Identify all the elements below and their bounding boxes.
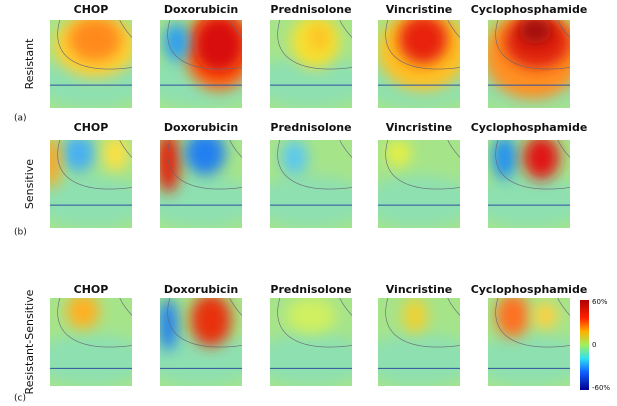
- heatmap-blob: [62, 140, 96, 173]
- heatmap-blob: [68, 20, 122, 62]
- colorbar-min: -60%: [592, 384, 610, 392]
- heatmap-base2: [270, 333, 352, 386]
- colorbar-max: 60%: [592, 298, 608, 306]
- row-label: Sensitive: [23, 159, 36, 209]
- colorbar-mid: 0: [592, 341, 596, 349]
- heatmap-blob: [309, 24, 330, 51]
- drug-title: Doxorubicin: [164, 3, 238, 16]
- heatmap-blob: [281, 140, 308, 176]
- heatmap-blob: [496, 298, 529, 338]
- heatmap-blob: [194, 20, 242, 73]
- heatmap-blob: [66, 298, 100, 329]
- heatmap: [488, 140, 570, 228]
- panel-tag: (c): [14, 394, 26, 404]
- drug-title: Prednisolone: [270, 283, 351, 296]
- drug-title: Vincristine: [386, 121, 453, 134]
- drug-title: Cyclophosphamide: [471, 283, 588, 296]
- drug-title: Prednisolone: [270, 3, 351, 16]
- heatmap-blob: [190, 298, 232, 347]
- heatmap: [270, 140, 352, 228]
- heatmap-blob: [398, 20, 448, 64]
- heatmap-blob: [184, 140, 226, 176]
- heatmap: [488, 298, 570, 386]
- heatmap: [488, 20, 570, 108]
- drug-title: Vincristine: [386, 3, 453, 16]
- panel-tag: (a): [14, 114, 27, 124]
- drug-title: Vincristine: [386, 283, 453, 296]
- heatmap-blob: [163, 22, 190, 62]
- drug-title: Prednisolone: [270, 121, 351, 134]
- heatmap-blob: [519, 20, 552, 44]
- heatmap-base2: [270, 175, 352, 228]
- heatmap-base2: [50, 175, 132, 228]
- heatmap-blob: [533, 302, 558, 329]
- heatmap: [270, 298, 352, 386]
- heatmap-base2: [488, 175, 570, 228]
- heatmap-base2: [50, 333, 132, 386]
- drug-title: CHOP: [74, 283, 109, 296]
- heatmap: [50, 140, 132, 228]
- heatmap-blob: [160, 298, 179, 351]
- heatmap: [50, 298, 132, 386]
- heatmap-base2: [270, 55, 352, 108]
- drug-title: Doxorubicin: [164, 283, 238, 296]
- drug-title: CHOP: [74, 121, 109, 134]
- drug-title: Doxorubicin: [164, 121, 238, 134]
- heatmap: [160, 20, 242, 108]
- heatmap: [378, 140, 460, 228]
- heatmap-base2: [378, 333, 460, 386]
- panel-tag: (b): [14, 228, 27, 238]
- heatmap-blob: [286, 298, 336, 334]
- drug-title: Cyclophosphamide: [471, 121, 588, 134]
- colorbar: [580, 300, 589, 390]
- heatmap-blob: [103, 140, 128, 171]
- heatmap-blob: [386, 140, 411, 167]
- row-label: Resistant-Sensitive: [23, 289, 36, 394]
- heatmap: [378, 298, 460, 386]
- heatmap-base2: [160, 333, 242, 386]
- heatmap: [50, 20, 132, 108]
- drug-title: CHOP: [74, 3, 109, 16]
- heatmap-base2: [378, 175, 460, 228]
- row-label: Resistant: [23, 38, 36, 89]
- heatmap: [378, 20, 460, 108]
- drug-title: Cyclophosphamide: [471, 3, 588, 16]
- heatmap-blob: [402, 298, 428, 334]
- heatmap-blob: [523, 140, 560, 180]
- heatmap-blob: [50, 140, 60, 189]
- heatmap: [160, 140, 242, 228]
- heatmap-base2: [160, 175, 242, 228]
- heatmap: [160, 298, 242, 386]
- heatmap-base2: [488, 333, 570, 386]
- heatmap-blob: [492, 140, 517, 180]
- heatmap: [270, 20, 352, 108]
